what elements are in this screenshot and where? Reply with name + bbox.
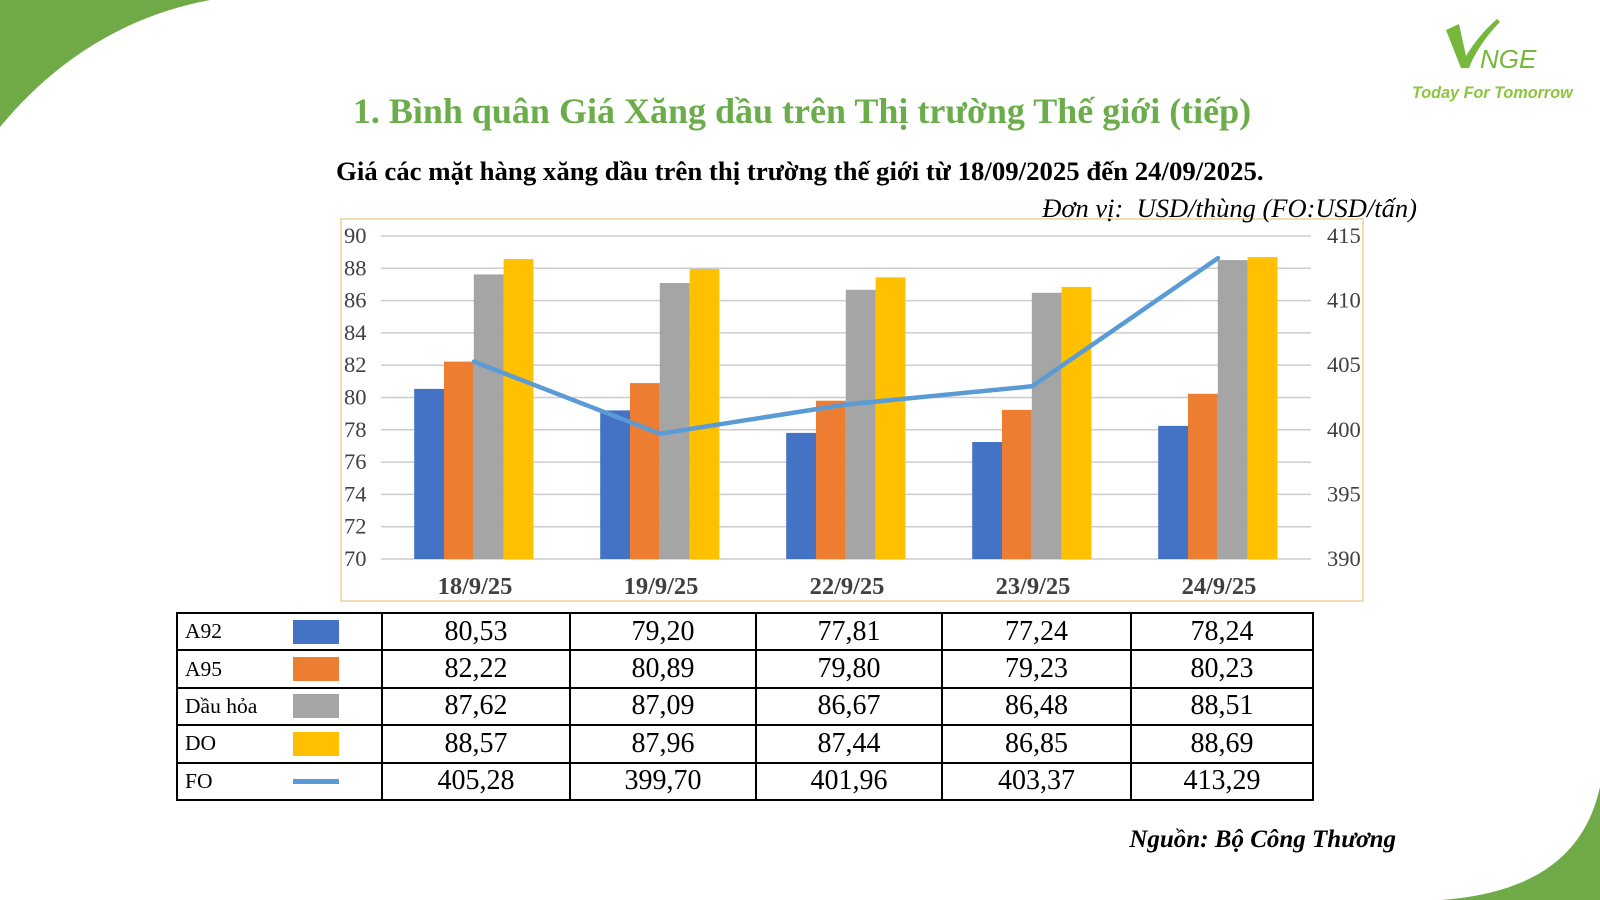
svg-text:22/9/25: 22/9/25 (810, 573, 885, 600)
svg-text:405: 405 (1327, 352, 1361, 377)
svg-text:78: 78 (344, 417, 367, 442)
svg-text:70: 70 (344, 546, 367, 571)
svg-text:410: 410 (1327, 288, 1361, 313)
svg-text:23/9/25: 23/9/25 (996, 573, 1071, 600)
svg-text:415: 415 (1327, 223, 1361, 248)
svg-text:400: 400 (1327, 417, 1361, 442)
svg-text:76: 76 (344, 449, 367, 474)
svg-text:82: 82 (344, 352, 367, 377)
svg-text:395: 395 (1327, 481, 1361, 506)
svg-text:24/9/25: 24/9/25 (1182, 573, 1257, 600)
svg-text:90: 90 (344, 223, 367, 248)
svg-text:80: 80 (344, 385, 367, 410)
svg-text:74: 74 (344, 481, 367, 506)
svg-text:72: 72 (344, 514, 367, 539)
svg-text:390: 390 (1327, 546, 1361, 571)
svg-text:Today For Tomorrow: Today For Tomorrow (1412, 84, 1574, 102)
svg-text:19/9/25: 19/9/25 (624, 573, 699, 600)
svg-text:88: 88 (344, 255, 367, 280)
svg-text:86: 86 (344, 288, 367, 313)
svg-text:84: 84 (344, 320, 367, 345)
svg-text:NGE: NGE (1480, 44, 1537, 74)
svg-text:18/9/25: 18/9/25 (438, 573, 513, 600)
